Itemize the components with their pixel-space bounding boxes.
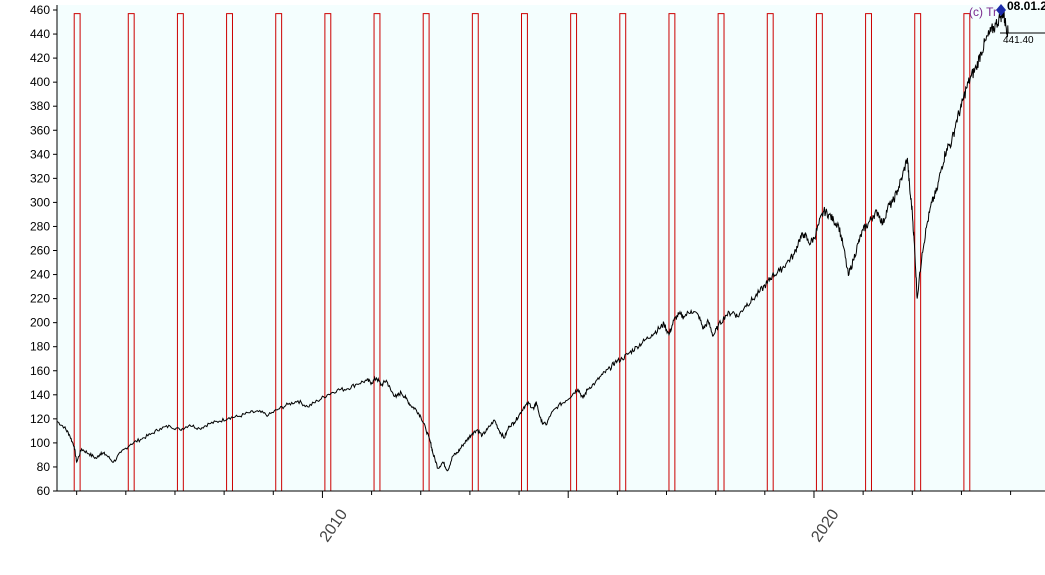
y-tick-label: 320 xyxy=(30,171,50,185)
y-tick-label: 260 xyxy=(30,244,50,258)
y-tick-label: 160 xyxy=(30,364,50,378)
marker-bar xyxy=(521,13,528,491)
last-date-label: 08.01.2 xyxy=(1007,0,1045,13)
last-point-marker xyxy=(996,4,1006,16)
marker-bar xyxy=(422,13,430,491)
y-tick-label: 80 xyxy=(37,460,51,474)
marker-bar xyxy=(815,13,823,491)
marker-bar xyxy=(668,13,676,491)
y-tick-label: 180 xyxy=(30,340,50,354)
x-tick-label: 2020 xyxy=(808,506,842,545)
x-tick-group xyxy=(76,491,1012,498)
x-tick-label: 2010 xyxy=(317,506,351,545)
y-tick-label: 120 xyxy=(30,412,50,426)
marker-bar xyxy=(373,13,381,491)
marker-bar xyxy=(963,13,971,491)
price-series-line xyxy=(56,10,1009,472)
y-tick-label: 420 xyxy=(30,51,50,65)
y-tick-label: 140 xyxy=(30,388,50,402)
marker-bar xyxy=(73,13,81,491)
marker-bar xyxy=(471,13,479,491)
y-tick-label: 360 xyxy=(30,123,50,137)
marker-bar xyxy=(324,13,332,491)
y-tick-label: 380 xyxy=(30,99,50,113)
watermark-text: (c) Tr xyxy=(969,5,997,19)
marker-bar xyxy=(766,13,774,491)
y-tick-label: 400 xyxy=(30,75,50,89)
y-tick-label: 460 xyxy=(30,3,50,17)
y-tick-label: 100 xyxy=(30,436,50,450)
y-tick-label: 300 xyxy=(30,195,50,209)
y-tick-label: 220 xyxy=(30,292,50,306)
y-tick-label: 60 xyxy=(37,484,51,498)
last-value-label: 441.40 xyxy=(1003,35,1034,46)
marker-bar xyxy=(127,13,135,491)
y-tick-label: 240 xyxy=(30,268,50,282)
marker-bar xyxy=(619,13,627,491)
y-tick-label: 340 xyxy=(30,147,50,161)
marker-bar xyxy=(865,13,872,491)
marker-bar xyxy=(176,13,184,491)
marker-bar-group xyxy=(73,13,971,491)
y-tick-label: 440 xyxy=(30,27,50,41)
marker-bar xyxy=(275,13,283,491)
plot-background xyxy=(57,5,1045,491)
marker-bar xyxy=(226,13,233,491)
y-tick-label: 200 xyxy=(30,316,50,330)
last-point-annotation: 08.01.2 441.40 xyxy=(996,0,1045,46)
x-label-group: 2010 2020 xyxy=(317,506,843,545)
y-tick-group: 60 80 100 120 140 160 180 200 220 240 260 280 300 320… xyxy=(30,3,57,498)
marker-bar xyxy=(717,13,725,491)
y-tick-label: 280 xyxy=(30,219,50,233)
marker-bar xyxy=(570,13,578,491)
